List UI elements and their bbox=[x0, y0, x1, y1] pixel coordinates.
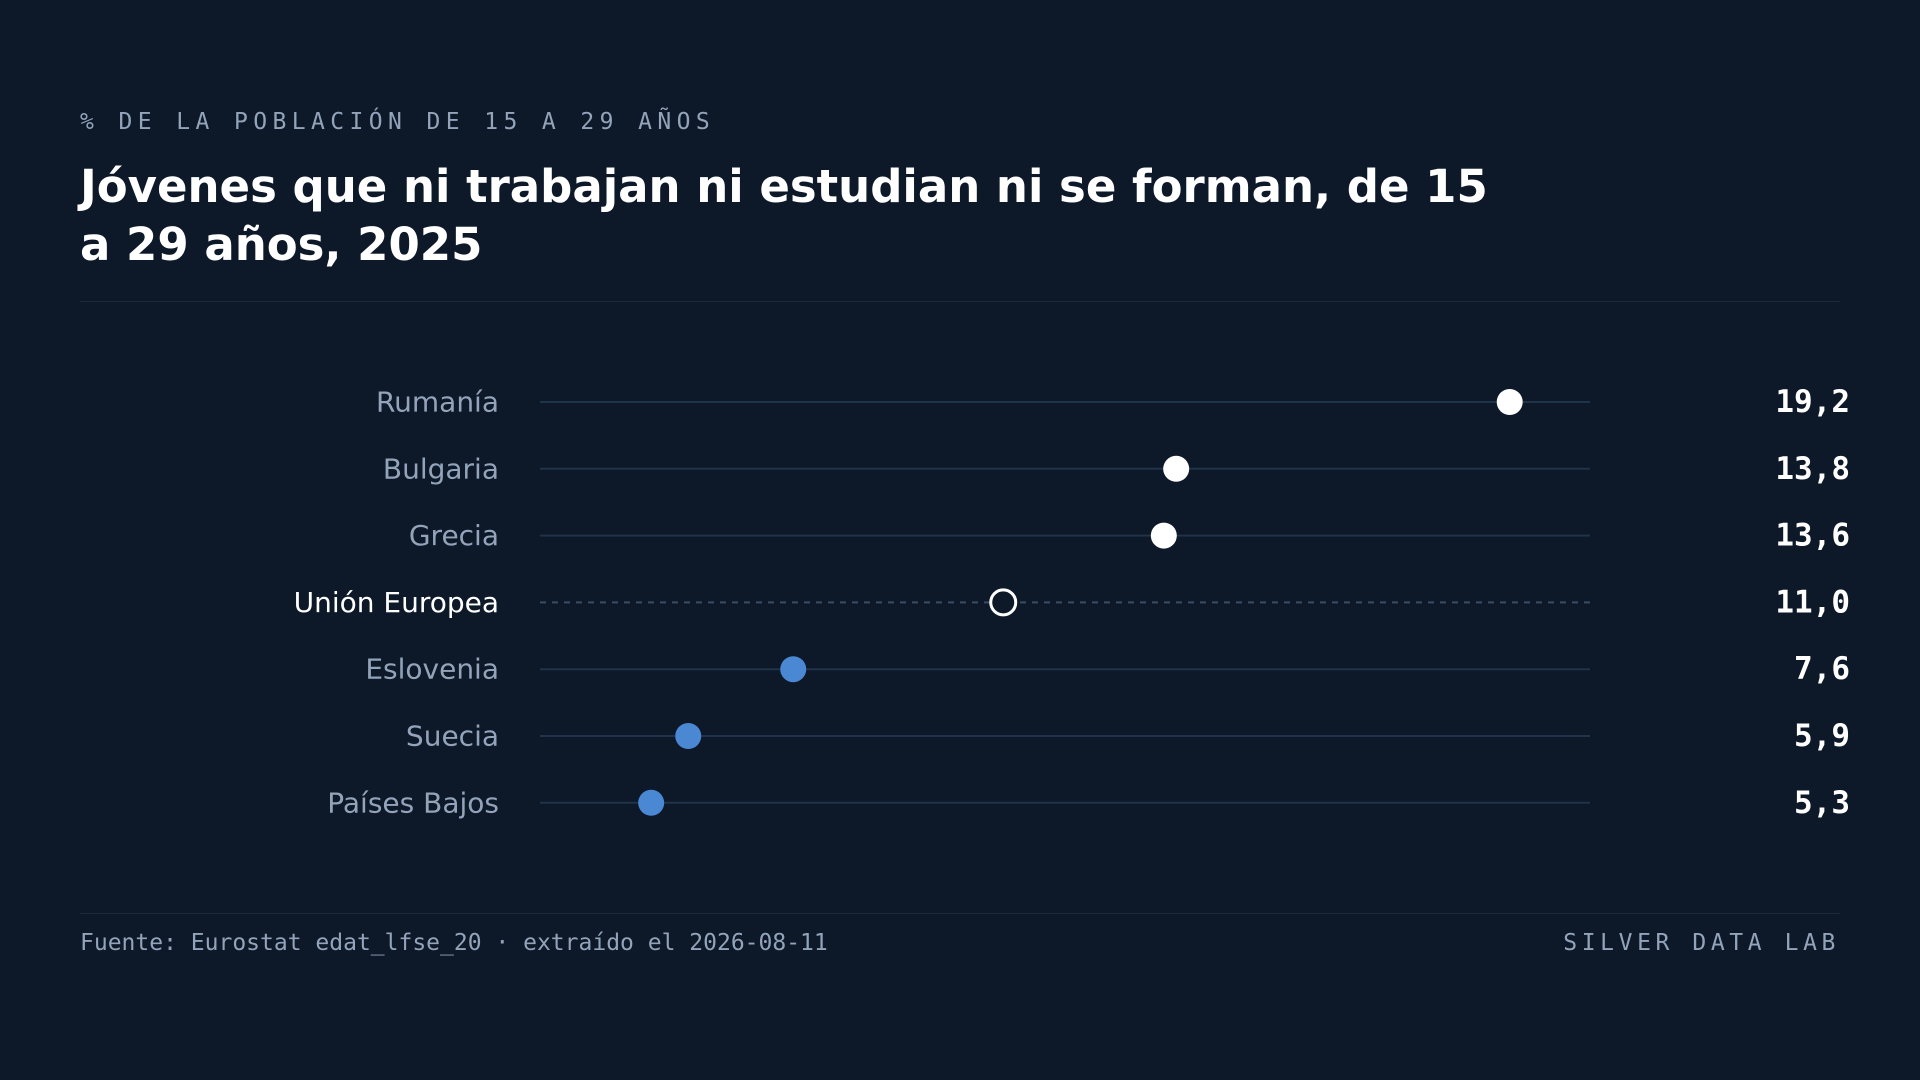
source-note: Fuente: Eurostat edat_lfse_20 · extraído… bbox=[80, 930, 828, 956]
data-point-grecia bbox=[1150, 522, 1177, 549]
chart-eyebrow: % DE LA POBLACIÓN DE 15 A 29 AÑOS bbox=[80, 109, 716, 135]
category-label-eslovenia: Eslovenia bbox=[365, 653, 499, 686]
data-point-union-europea bbox=[989, 588, 1018, 617]
category-label-rumania: Rumanía bbox=[376, 386, 499, 419]
data-point-eslovenia bbox=[780, 656, 807, 683]
category-label-grecia: Grecia bbox=[409, 519, 499, 552]
chart-title: Jóvenes que ni trabajan ni estudian ni s… bbox=[80, 160, 1488, 271]
value-label-union-europea: 11,0 bbox=[1775, 584, 1850, 620]
data-point-paises-bajos bbox=[638, 789, 665, 816]
category-label-bulgaria: Bulgaria bbox=[383, 452, 499, 485]
brand-label: SILVER DATA LAB bbox=[1563, 930, 1840, 956]
category-label-union-europea: Unión Europea bbox=[294, 586, 499, 619]
value-label-paises-bajos: 5,3 bbox=[1794, 785, 1850, 821]
data-point-bulgaria bbox=[1163, 455, 1190, 482]
header-divider bbox=[80, 301, 1840, 302]
data-point-rumania bbox=[1496, 389, 1523, 415]
data-point-suecia bbox=[675, 723, 702, 749]
value-label-grecia: 13,6 bbox=[1775, 518, 1850, 554]
category-label-suecia: Suecia bbox=[406, 720, 499, 753]
value-label-suecia: 5,9 bbox=[1794, 718, 1850, 754]
value-label-bulgaria: 13,8 bbox=[1775, 451, 1850, 487]
footer-divider bbox=[80, 913, 1840, 914]
value-label-eslovenia: 7,6 bbox=[1794, 651, 1850, 687]
category-label-paises-bajos: Países Bajos bbox=[327, 786, 499, 819]
value-label-rumania: 19,2 bbox=[1775, 384, 1850, 420]
